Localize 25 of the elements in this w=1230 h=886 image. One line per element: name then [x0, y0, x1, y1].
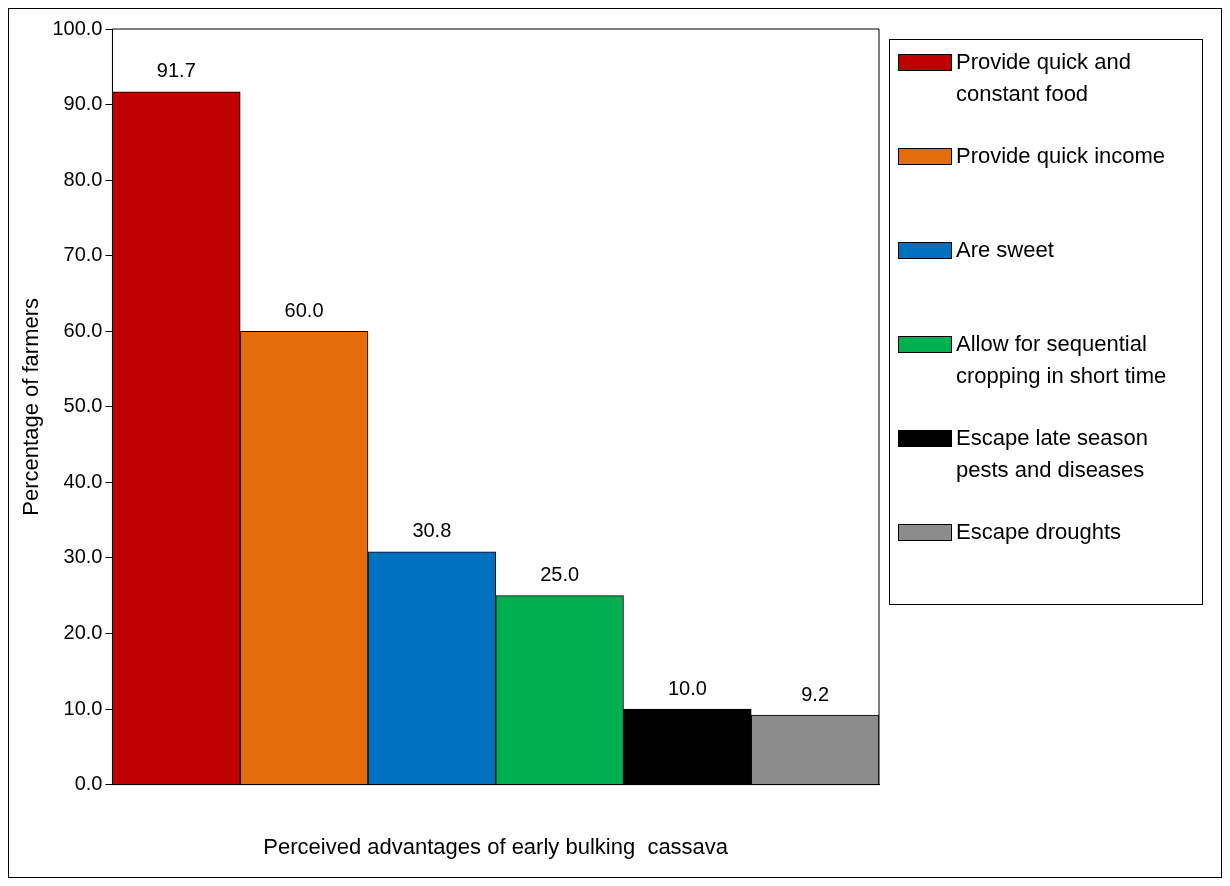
data-label: 60.0 — [284, 298, 324, 321]
y-tick-label: 100.0 — [52, 16, 103, 39]
legend-label: Allow for sequential cropping in short time — [956, 330, 1168, 390]
y-tick-label: 90.0 — [63, 92, 103, 115]
legend-label: Provide quick income — [956, 142, 1166, 170]
data-label: 30.8 — [412, 519, 452, 542]
data-label: 25.0 — [540, 563, 580, 586]
y-tick-label: 30.0 — [63, 545, 103, 568]
y-tick-label: 40.0 — [63, 469, 103, 492]
y-tick-label: 10.0 — [63, 696, 103, 719]
data-label: 10.0 — [667, 676, 707, 699]
legend-label: Are sweet — [956, 236, 1054, 264]
data-label: 9.2 — [801, 682, 830, 705]
y-tick-label: 20.0 — [63, 621, 103, 643]
data-label: 91.7 — [156, 59, 196, 82]
y-tick-label: 60.0 — [63, 318, 103, 341]
x-axis-title: Perceived advantages of early bulking cassava — [263, 833, 729, 859]
legend-label: Escape droughts — [956, 518, 1122, 546]
legend-label: Provide quick and constant food — [956, 48, 1132, 108]
y-tick-label: 50.0 — [63, 394, 103, 417]
y-tick-label: 0.0 — [74, 772, 103, 795]
y-axis-title: Percentage of farmers — [18, 297, 44, 516]
y-tick-label: 80.0 — [63, 167, 103, 190]
legend-label: Escape late season pests and diseases — [956, 424, 1150, 484]
y-tick-label: 70.0 — [63, 243, 103, 266]
